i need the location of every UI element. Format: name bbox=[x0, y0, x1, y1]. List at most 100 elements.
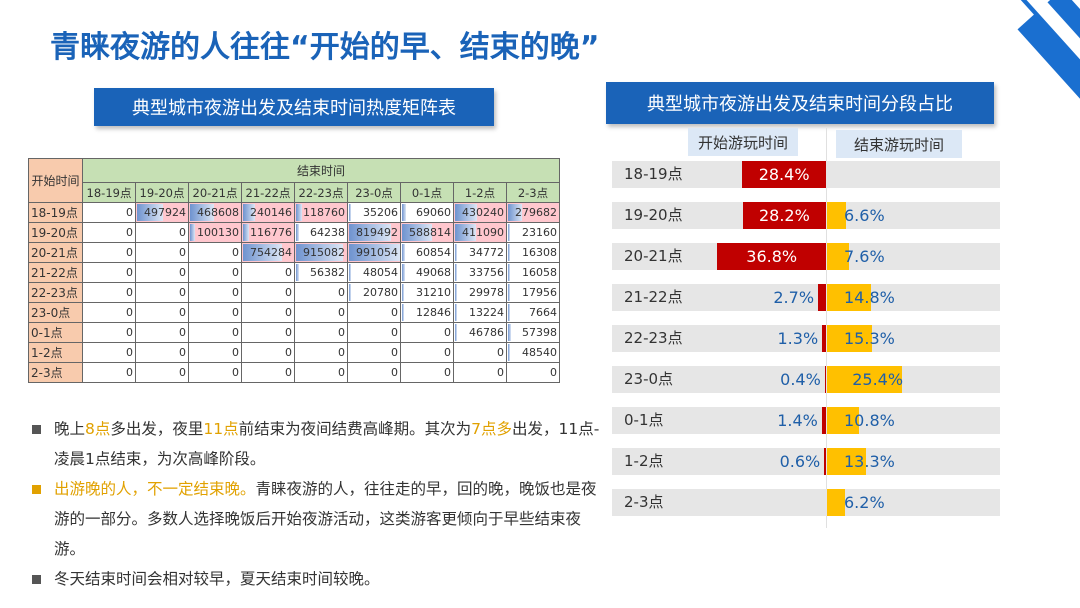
end-value-label: 15.3% bbox=[844, 329, 895, 348]
heat-matrix-table: 开始时间 结束时间 18-19点 19-20点 20-21点 21-22点 22-23点 23… bbox=[28, 158, 560, 383]
cell-value: 0 bbox=[179, 246, 186, 259]
cell-value: 0 bbox=[285, 266, 292, 279]
bullet-text: 多出发，夜里 bbox=[110, 420, 204, 438]
table-cell: 915082 bbox=[294, 242, 348, 263]
end-value-label: 13.3% bbox=[844, 452, 895, 471]
row-header: 23-0点 bbox=[28, 302, 83, 323]
cell-value: 0 bbox=[179, 346, 186, 359]
category-label: 0-1点 bbox=[624, 411, 664, 429]
cell-data-bar bbox=[349, 204, 351, 221]
table-cell: 13224 bbox=[453, 302, 507, 323]
table-cell: 0 bbox=[241, 282, 295, 303]
cell-data-bar bbox=[402, 244, 406, 261]
category-label: 19-20点 bbox=[624, 206, 683, 224]
table-cell: 0 bbox=[241, 302, 295, 323]
cell-data-bar bbox=[243, 224, 249, 241]
table-cell: 0 bbox=[453, 362, 507, 383]
cell-value: 588814 bbox=[409, 226, 451, 239]
table-cell: 0 bbox=[188, 342, 242, 363]
cell-value: 0 bbox=[285, 286, 292, 299]
column-header: 21-22点 bbox=[241, 182, 295, 203]
start-value-label: 0.6% bbox=[779, 452, 821, 471]
table-cell: 100130 bbox=[188, 222, 242, 243]
cell-value: 0 bbox=[179, 326, 186, 339]
column-header: 22-23点 bbox=[294, 182, 348, 203]
cell-value: 0 bbox=[391, 306, 398, 319]
cell-value: 48054 bbox=[363, 266, 398, 279]
row-header: 2-3点 bbox=[28, 362, 83, 383]
table-cell: 0 bbox=[294, 302, 348, 323]
table-cell: 0 bbox=[294, 362, 348, 383]
cell-value: 48540 bbox=[522, 346, 557, 359]
end-value-label: 6.2% bbox=[844, 493, 885, 512]
table-cell: 16058 bbox=[506, 262, 560, 283]
column-header: 1-2点 bbox=[453, 182, 507, 203]
table-cell: 0 bbox=[400, 362, 454, 383]
table-cell: 0 bbox=[188, 322, 242, 343]
end-bar bbox=[827, 407, 859, 434]
table-cell: 56382 bbox=[294, 262, 348, 283]
table-cell: 0 bbox=[135, 262, 189, 283]
end-bar bbox=[827, 366, 902, 393]
table-cell: 0 bbox=[135, 282, 189, 303]
start-bar bbox=[824, 448, 826, 475]
table-cell: 0 bbox=[82, 322, 136, 343]
cell-value: 33756 bbox=[469, 266, 504, 279]
cell-value: 0 bbox=[126, 326, 133, 339]
table-cell: 0 bbox=[347, 302, 401, 323]
table-cell: 0 bbox=[400, 322, 454, 343]
table-cell: 64238 bbox=[294, 222, 348, 243]
cell-value: 0 bbox=[179, 226, 186, 239]
cell-data-bar bbox=[508, 324, 511, 341]
table-cell: 31210 bbox=[400, 282, 454, 303]
table-cell: 0 bbox=[188, 362, 242, 383]
cell-value: 0 bbox=[391, 366, 398, 379]
start-bar bbox=[824, 366, 826, 393]
table-row: 20-21点 0 0 0 754284 915082 991054 60854 34772 163… bbox=[28, 242, 560, 263]
cell-data-bar bbox=[296, 244, 344, 261]
start-bar bbox=[822, 325, 826, 352]
cell-value: 0 bbox=[338, 346, 345, 359]
bullet-item: 冬天结束时间会相对较早，夏天结束时间较晚。 bbox=[30, 564, 600, 594]
cell-value: 0 bbox=[285, 366, 292, 379]
cell-value: 0 bbox=[232, 306, 239, 319]
table-cell: 411090 bbox=[453, 222, 507, 243]
table-row: 22-23点 0 0 0 0 0 20780 31210 29978 17956 bbox=[28, 282, 560, 303]
table-row: 1-2点 0 0 0 0 0 0 0 0 48540 bbox=[28, 342, 560, 363]
cell-value: 0 bbox=[444, 326, 451, 339]
share-chart-title: 典型城市夜游出发及结束时间分段占比 bbox=[606, 82, 994, 124]
start-value-label: 36.8% bbox=[746, 247, 798, 266]
cell-value: 991054 bbox=[356, 246, 398, 259]
cell-value: 819492 bbox=[356, 226, 398, 239]
end-value-label: 25.4% bbox=[852, 370, 904, 389]
end-bar bbox=[827, 202, 847, 229]
table-cell: 240146 bbox=[241, 202, 295, 223]
start-bar bbox=[742, 202, 826, 229]
row-band bbox=[612, 407, 1000, 434]
table-cell: 0 bbox=[135, 242, 189, 263]
table-cell: 0 bbox=[188, 282, 242, 303]
cell-value: 116776 bbox=[250, 226, 292, 239]
bullet-text: 7点多 bbox=[471, 420, 513, 438]
table-cell: 0 bbox=[453, 342, 507, 363]
table-cell: 0 bbox=[347, 342, 401, 363]
cell-value: 0 bbox=[126, 306, 133, 319]
end-bar bbox=[827, 489, 846, 516]
cell-data-bar bbox=[243, 204, 256, 221]
table-cell: 0 bbox=[82, 202, 136, 223]
table-cell: 60854 bbox=[400, 242, 454, 263]
table-cell: 279682 bbox=[506, 202, 560, 223]
start-value-label: 28.4% bbox=[758, 165, 810, 184]
cell-data-bar bbox=[137, 204, 163, 221]
cell-value: 279682 bbox=[515, 206, 557, 219]
category-label: 1-2点 bbox=[624, 452, 664, 470]
table-cell: 0 bbox=[82, 222, 136, 243]
row-header: 18-19点 bbox=[28, 202, 83, 223]
cell-value: 0 bbox=[285, 346, 292, 359]
cell-value: 0 bbox=[497, 366, 504, 379]
cell-value: 49068 bbox=[416, 266, 451, 279]
table-cell: 0 bbox=[135, 322, 189, 343]
table-cell: 0 bbox=[241, 342, 295, 363]
cell-value: 0 bbox=[126, 366, 133, 379]
end-bar bbox=[827, 325, 873, 352]
